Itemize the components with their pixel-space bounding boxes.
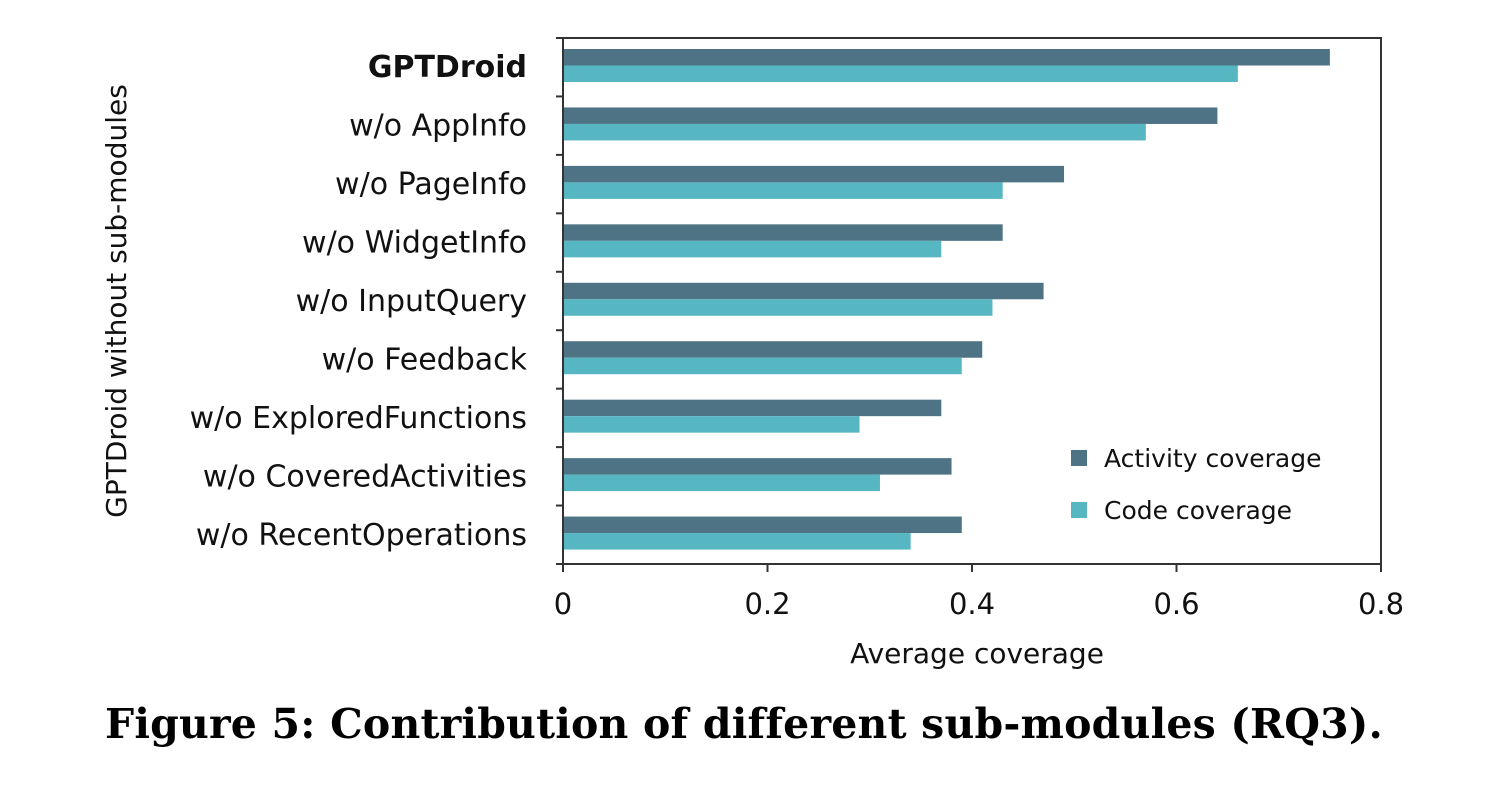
x-tick-label: 0.4 [949,587,995,621]
x-ticks: 0 0.2 0.4 0.6 0.8 [554,564,1404,621]
activity-coverage-bar [563,516,962,534]
x-tick-label: 0.8 [1358,587,1404,621]
activity-coverage-bar [563,282,1044,300]
category-label: w/o CoveredActivities [203,459,527,494]
x-axis-title: Average coverage [850,637,1104,670]
legend-swatch-activity [1071,450,1087,466]
x-tick-label: 0.2 [744,587,790,621]
category-label: w/o PageInfo [335,167,527,202]
category-labels: GPTDroid w/o AppInfo w/o PageInfo w/o Widge… [190,50,528,553]
category-label: w/o WidgetInfo [302,226,527,261]
code-coverage-bar [563,182,1003,199]
legend: Activity coverage Code coverage [1071,444,1322,525]
category-label: w/o Feedback [322,342,528,377]
legend-label-activity: Activity coverage [1104,444,1322,473]
y-axis-title: GPTDroid without sub-modules [100,84,133,518]
category-label: w/o ExploredFunctions [190,401,527,436]
activity-coverage-bar [563,224,1003,241]
category-label: w/o RecentOperations [196,518,527,553]
activity-coverage-bar [563,458,952,475]
activity-coverage-bar [563,107,1218,124]
category-label: GPTDroid [368,50,527,85]
activity-coverage-bar [563,49,1330,66]
bar-chart: 0 0.2 0.4 0.6 0.8 GPTDroid w/o AppInfo w/o Pag… [100,37,1404,670]
x-tick-label: 0 [554,587,572,621]
code-coverage-bar [563,123,1146,141]
code-coverage-bar [563,65,1238,82]
code-coverage-bar [563,299,993,316]
y-ticks [556,37,563,565]
activity-coverage-bar [563,341,983,358]
legend-label-code: Code coverage [1104,496,1292,525]
x-tick-label: 0.6 [1153,587,1199,621]
bars [563,49,1330,550]
code-coverage-bar [563,474,880,492]
figure-caption: Figure 5: Contribution of different sub-… [105,700,1383,748]
category-label: w/o InputQuery [296,284,527,319]
code-coverage-bar [563,416,860,433]
code-coverage-bar [563,533,911,550]
code-coverage-bar [563,357,962,375]
code-coverage-bar [563,240,942,258]
activity-coverage-bar [563,165,1065,183]
activity-coverage-bar [563,399,942,417]
category-label: w/o AppInfo [349,109,527,144]
legend-swatch-code [1071,502,1087,518]
